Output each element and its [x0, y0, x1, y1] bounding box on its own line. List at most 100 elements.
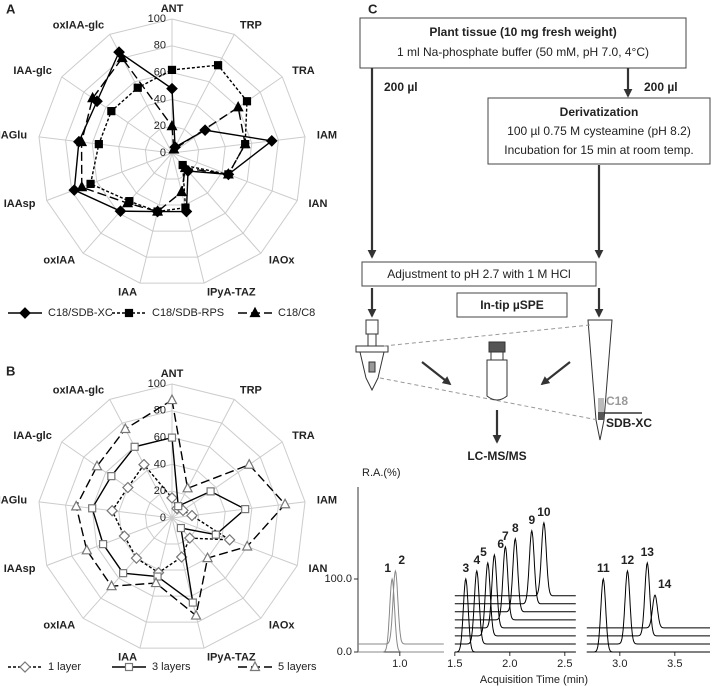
peak-label: 12 — [621, 553, 635, 567]
data-point — [241, 505, 250, 514]
data-point — [206, 487, 215, 496]
chromatogram-trace — [358, 569, 444, 645]
peak-label: 2 — [398, 553, 405, 567]
data-point — [176, 523, 185, 533]
legend-label: C18/SDB-RPS — [152, 307, 224, 319]
data-point — [130, 442, 139, 451]
category-label: IAA-glc — [13, 430, 52, 442]
grid-spoke — [171, 34, 235, 154]
spe-label: In-tip µSPE — [480, 298, 544, 312]
data-point — [183, 532, 196, 544]
legend-marker — [19, 661, 31, 673]
box-text: 100 µl 0.75 M cysteamine (pH 8.2) — [507, 124, 691, 138]
category-label: oxIAA-glc — [53, 19, 104, 31]
category-label: IAN — [309, 198, 328, 210]
r-tick-label: 20 — [154, 120, 166, 132]
data-point — [188, 598, 197, 607]
legend-label: C18/SDB-XC — [48, 307, 113, 319]
r-tick-label: 40 — [154, 458, 166, 470]
y-axis-label: R.A.(%) — [362, 467, 401, 479]
grid-spoke — [171, 136, 306, 154]
data-point — [87, 91, 99, 103]
category-label: TRA — [292, 430, 315, 442]
r-tick-label: 0 — [160, 147, 166, 159]
grid-spoke — [171, 399, 235, 519]
panel-label: B — [6, 363, 15, 378]
grid-spoke — [82, 517, 173, 619]
grid-spoke — [38, 501, 173, 519]
legend-marker — [19, 307, 31, 319]
data-point — [86, 179, 95, 188]
box-title: Plant tissue (10 mg fresh weight) — [429, 25, 616, 39]
data-point — [239, 137, 251, 149]
chromatogram-trace — [586, 569, 710, 645]
data-point — [182, 482, 194, 493]
grid-spoke — [61, 76, 173, 154]
grid-ring — [65, 45, 279, 258]
chromatogram-trace — [586, 594, 710, 629]
chromatogram-trace — [454, 577, 576, 653]
data-point — [211, 530, 220, 539]
arrow — [540, 361, 571, 386]
legend-marker — [124, 308, 134, 318]
data-point — [265, 135, 278, 147]
data-point — [232, 101, 244, 112]
phase-label: SDB-XC — [606, 416, 652, 430]
category-label: IAM — [317, 130, 337, 142]
data-point — [118, 530, 131, 542]
data-point — [166, 492, 178, 504]
data-point — [190, 609, 202, 620]
data-point — [152, 205, 164, 216]
data-point — [167, 433, 177, 442]
chromatogram-trace — [454, 521, 576, 597]
r-tick-label: 40 — [154, 93, 166, 105]
category-label: IAGlu — [0, 495, 27, 507]
grid-ring — [91, 72, 253, 232]
category-label: IAA — [118, 287, 137, 299]
data-point — [130, 552, 143, 564]
data-point — [106, 504, 118, 517]
category-label: IAM — [317, 495, 337, 507]
category-label: IPyA-TAZ — [207, 287, 256, 299]
x-axis-label: Acquisition Time (min) — [480, 674, 588, 686]
x-tick-label: 2.5 — [557, 658, 572, 670]
chromatogram-trace — [454, 537, 576, 613]
volume-label: 200 µl — [644, 80, 678, 94]
r-tick-label: 80 — [154, 40, 166, 52]
series-line — [91, 436, 247, 605]
category-label: TRP — [240, 384, 262, 396]
data-point — [179, 161, 191, 173]
legend-label: C18/C8 — [278, 307, 315, 319]
connector — [383, 324, 591, 347]
box-text: Incubation for 15 min at room temp. — [504, 143, 693, 157]
r-tick-label: 60 — [154, 67, 166, 79]
legend-marker — [124, 662, 134, 672]
box — [361, 261, 597, 287]
r-tick-label: 20 — [154, 485, 166, 497]
data-point — [168, 143, 180, 154]
data-point — [76, 135, 88, 147]
x-tick-label: 1.5 — [447, 658, 462, 670]
data-point — [186, 509, 198, 522]
category-label: IAOx — [269, 255, 296, 267]
data-point — [242, 97, 252, 106]
volume-label: 200 µl — [384, 80, 418, 94]
chromatogram-trace — [454, 569, 576, 645]
connector — [379, 377, 599, 421]
data-point — [279, 497, 291, 509]
data-point — [107, 107, 116, 116]
data-point — [107, 472, 116, 481]
x-tick-label: 3.5 — [667, 658, 682, 670]
legend-marker — [249, 660, 261, 672]
category-label: oxIAA-glc — [53, 384, 104, 396]
data-point — [98, 540, 108, 549]
peak-label: 5 — [480, 545, 487, 559]
category-label: ANT — [161, 3, 184, 15]
data-point — [70, 500, 82, 511]
series-line — [80, 56, 246, 213]
series-line — [75, 398, 287, 617]
legend-label: 3 layers — [152, 661, 191, 673]
y-tick-label: 100.0 — [324, 573, 352, 585]
box-text: 1 ml Na-phosphate buffer (50 mM, pH 7.0,… — [397, 45, 649, 59]
peak-label: 7 — [502, 529, 509, 543]
